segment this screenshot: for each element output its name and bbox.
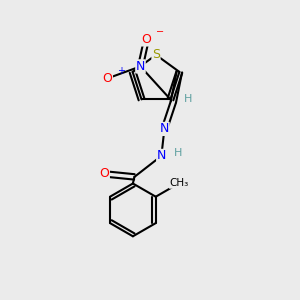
- Text: N: N: [136, 60, 145, 73]
- Text: O: O: [142, 33, 152, 46]
- Text: S: S: [152, 48, 160, 62]
- Text: CH₃: CH₃: [169, 178, 189, 188]
- Text: −: −: [156, 27, 164, 37]
- Text: H: H: [184, 94, 193, 104]
- Text: H: H: [174, 148, 182, 158]
- Text: O: O: [100, 167, 109, 180]
- Text: N: N: [157, 149, 166, 162]
- Text: O: O: [103, 72, 112, 85]
- Text: N: N: [160, 122, 169, 135]
- Text: +: +: [117, 66, 125, 76]
